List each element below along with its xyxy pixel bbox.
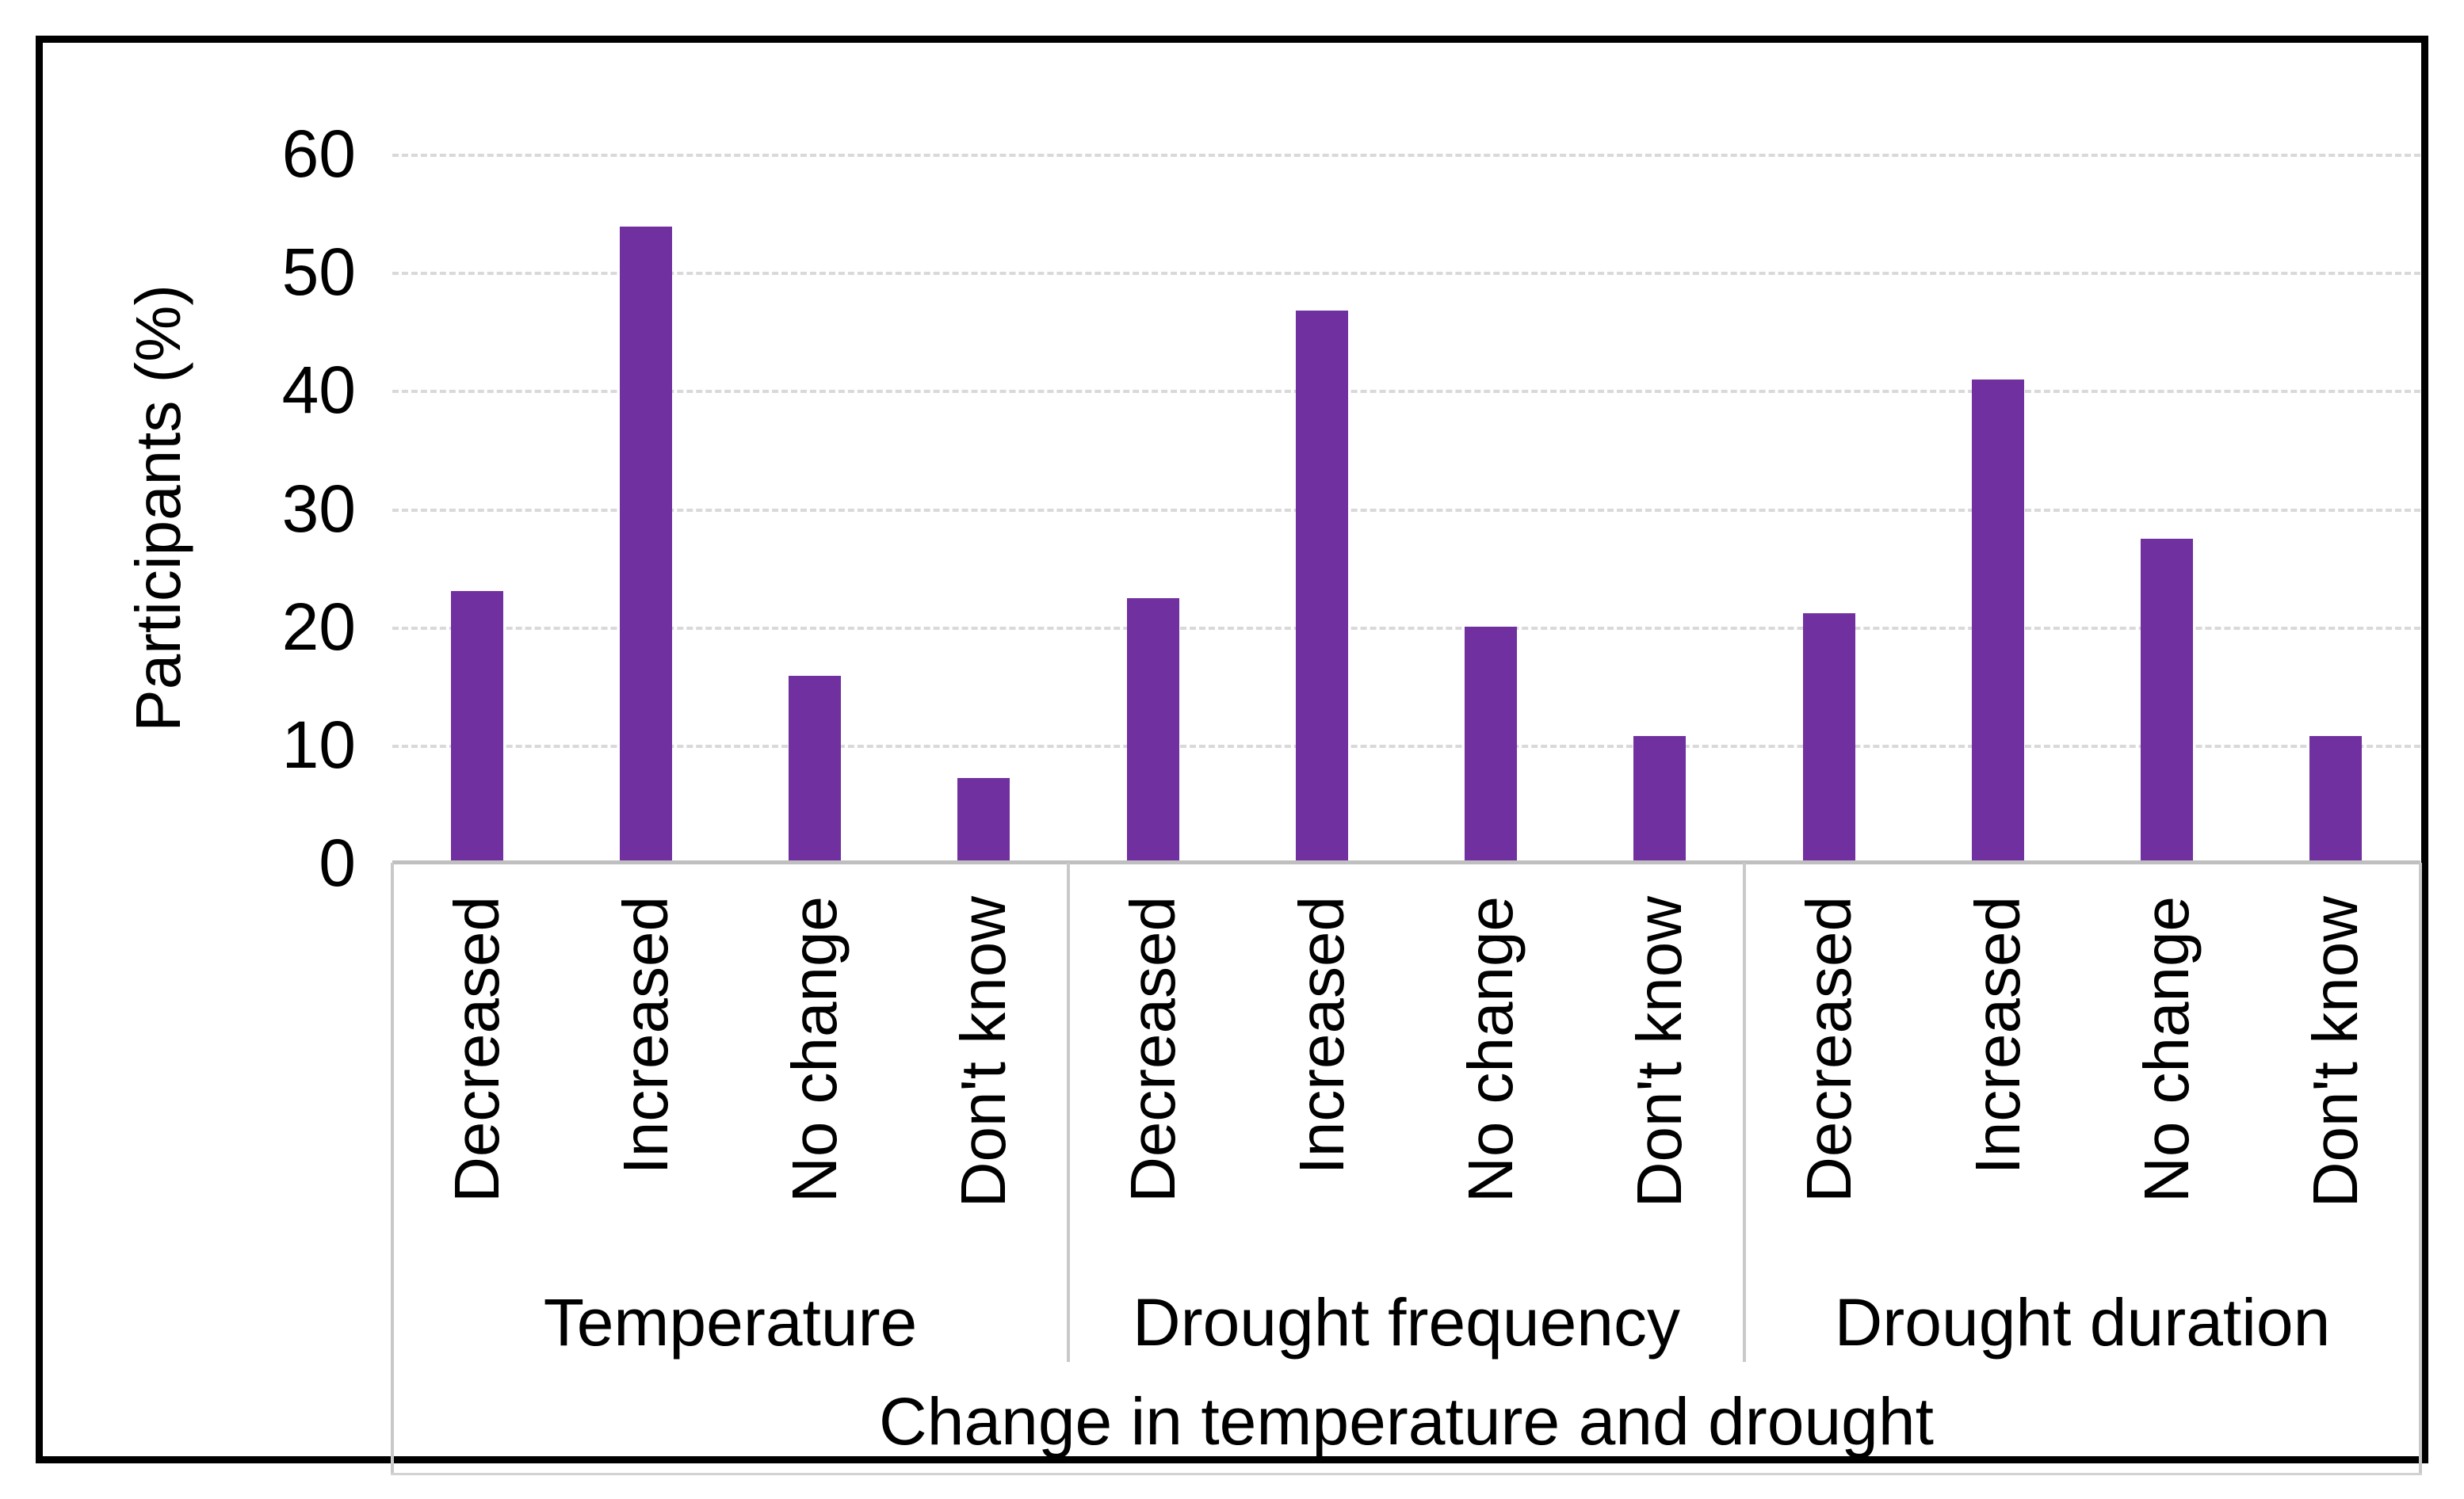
bar-group-0 <box>392 154 1068 863</box>
bar-drought-frequency-no-change <box>1465 626 1518 863</box>
category-slot: Increased <box>1913 896 2082 1271</box>
category-label: Don't know <box>1624 896 1695 1208</box>
bar-temperature-increased <box>619 227 672 863</box>
bar-temperature-no-change <box>789 676 842 863</box>
plot-area <box>392 154 2420 864</box>
bar-slot <box>561 154 730 863</box>
category-label: Decreased <box>441 896 512 1203</box>
bar-slot <box>2252 154 2420 863</box>
category-slot: Don't know <box>1576 896 1744 1271</box>
category-label: Decreased <box>1117 896 1188 1203</box>
bar-drought-duration-decreased <box>1802 613 1855 863</box>
bar-drought-duration-no-change <box>2141 539 2194 863</box>
category-label: Don't know <box>2300 896 2371 1208</box>
category-label-row: Decreased Increased No change Don't know Dec… <box>392 863 2420 1271</box>
bar-group-1 <box>1068 154 1744 863</box>
bar-drought-duration-increased <box>1971 379 2024 863</box>
axis-table-left-border <box>391 863 394 1474</box>
gridline-50 <box>392 272 2420 276</box>
bar-slot <box>1407 154 1576 863</box>
bar-slot <box>900 154 1068 863</box>
axis-table-right-border <box>2419 863 2422 1474</box>
category-label: No change <box>2131 896 2202 1203</box>
category-axis-area: Decreased Increased No change Don't know Dec… <box>391 863 2422 1477</box>
bar-slot <box>1068 154 1237 863</box>
bar-drought-frequency-don-t-know <box>1633 736 1687 863</box>
category-slot: Don't know <box>2252 896 2420 1271</box>
category-label: No change <box>779 896 850 1203</box>
gridline-20 <box>392 626 2420 630</box>
y-axis-tick-labels: 0 10 20 30 40 50 60 <box>158 116 356 900</box>
bar-slot <box>1913 154 2082 863</box>
group-separator-1 <box>1067 863 1070 1362</box>
bar-group-2 <box>1744 154 2420 863</box>
category-label: Decreased <box>1793 896 1864 1203</box>
bar-slot <box>1576 154 1744 863</box>
group-label-drought-duration: Drought duration <box>1834 1284 2331 1360</box>
bar-drought-duration-don-t-know <box>2309 736 2363 863</box>
y-tick-label-20: 20 <box>281 589 356 664</box>
bar-slot <box>731 154 900 863</box>
group-label-drought-frequency: Drought frequency <box>1132 1284 1681 1360</box>
y-tick-label-30: 30 <box>281 471 356 546</box>
category-slot: Decreased <box>1068 896 1237 1271</box>
bar-temperature-don-t-know <box>957 777 1010 863</box>
gridline-30 <box>392 508 2420 512</box>
category-slot: No change <box>731 896 900 1271</box>
category-slot: No change <box>2083 896 2252 1271</box>
category-label: Increased <box>1962 896 2033 1175</box>
group-label-row: Temperature Drought frequency Drought dura… <box>392 1271 2420 1374</box>
category-slot: Increased <box>561 896 730 1271</box>
bar-drought-frequency-decreased <box>1126 597 1179 863</box>
chart-outer-border: Participants (%) 0 10 20 30 40 50 60 Decreased… <box>36 36 2428 1475</box>
bars-container <box>392 154 2420 863</box>
category-slot: Decreased <box>1744 896 1913 1271</box>
y-tick-label-40: 40 <box>281 353 356 428</box>
bar-slot <box>1237 154 1406 863</box>
category-slot: Don't know <box>900 896 1068 1271</box>
category-slot: Decreased <box>392 896 561 1271</box>
category-group-0: Decreased Increased No change Don't know <box>392 896 1068 1271</box>
x-axis-title-text: Change in temperature and drought <box>879 1383 1934 1459</box>
y-tick-label-60: 60 <box>281 116 356 191</box>
group-separator-2 <box>1743 863 1746 1362</box>
y-tick-label-50: 50 <box>281 235 356 310</box>
bar-slot <box>392 154 561 863</box>
category-slot: Increased <box>1237 896 1406 1271</box>
bar-slot <box>2083 154 2252 863</box>
category-label: Don't know <box>948 896 1019 1208</box>
group-label-temperature: Temperature <box>543 1284 918 1360</box>
y-tick-label-10: 10 <box>281 707 356 782</box>
bar-temperature-decreased <box>450 590 503 863</box>
category-label: Increased <box>609 896 681 1175</box>
bar-drought-frequency-increased <box>1295 311 1348 863</box>
axis-table-bottom-border <box>391 1473 2422 1475</box>
category-group-2: Decreased Increased No change Don't know <box>1744 896 2420 1271</box>
x-axis-line <box>392 860 2420 864</box>
gridline-40 <box>392 390 2420 394</box>
x-axis-title-row: Change in temperature and drought <box>392 1374 2420 1469</box>
category-label: No change <box>1455 896 1526 1203</box>
gridline-60 <box>392 154 2420 157</box>
category-label: Increased <box>1285 896 1357 1175</box>
category-group-1: Decreased Increased No change Don't know <box>1068 896 1744 1271</box>
bar-slot <box>1744 154 1913 863</box>
category-slot: No change <box>1407 896 1576 1271</box>
y-tick-label-0: 0 <box>319 826 356 900</box>
gridline-10 <box>392 744 2420 748</box>
